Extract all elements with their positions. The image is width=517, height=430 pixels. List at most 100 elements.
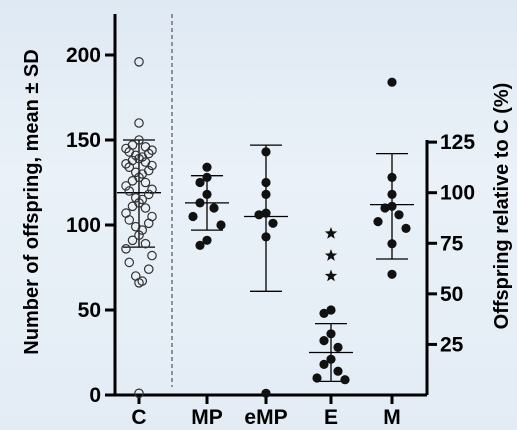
series-M <box>370 77 414 279</box>
y2-tick-label: 50 <box>440 283 463 306</box>
data-marks <box>117 56 414 399</box>
data-point <box>261 147 271 157</box>
data-point <box>209 203 219 213</box>
data-point <box>254 210 264 220</box>
data-point-open <box>127 201 138 212</box>
data-point <box>387 77 397 87</box>
data-point <box>387 269 397 279</box>
data-point <box>333 366 343 376</box>
data-point-open <box>121 159 131 169</box>
data-point <box>319 336 329 346</box>
star-marker <box>324 269 338 282</box>
data-point-open <box>121 181 131 191</box>
data-point-open <box>130 193 141 203</box>
data-point <box>268 218 278 228</box>
data-point-open <box>130 167 141 178</box>
data-point <box>333 342 343 352</box>
data-point <box>387 239 397 249</box>
data-point-open <box>147 160 157 171</box>
x-axis: C MP eMP E M <box>115 393 427 429</box>
data-point-open <box>137 194 148 205</box>
data-point-open <box>147 184 157 195</box>
data-point <box>312 373 322 383</box>
data-point <box>261 208 271 218</box>
data-point-open <box>124 215 135 225</box>
y2-tick-label: 100 <box>440 182 475 205</box>
data-point <box>326 354 336 364</box>
data-point-open <box>121 143 131 154</box>
y-axis-title: Number of offspring, mean ± SD <box>21 49 43 354</box>
left-y-axis: 0 50 100 150 200 <box>66 14 117 407</box>
x-tick-label: M <box>383 406 401 429</box>
right-y-axis: 25 50 75 100 125 <box>425 131 475 395</box>
data-point-open <box>127 176 138 186</box>
data-point-open <box>140 203 151 213</box>
data-point <box>261 177 271 188</box>
data-point-open <box>143 189 154 200</box>
data-point-open <box>124 257 135 268</box>
data-point <box>326 305 336 315</box>
data-point-open <box>134 135 144 145</box>
y-tick-label: 0 <box>89 384 101 407</box>
x-tick-label: C <box>131 406 146 429</box>
y-tick-label: 50 <box>78 299 101 322</box>
data-point <box>195 198 205 208</box>
y2-axis-title: Offspring relative to C (%) <box>491 83 513 330</box>
data-point-open <box>147 145 157 155</box>
data-point-open <box>134 277 144 288</box>
star-marker <box>324 227 338 239</box>
data-point <box>202 235 212 245</box>
data-point <box>202 172 212 182</box>
y2-tick-label: 75 <box>440 232 464 255</box>
data-point-open <box>140 177 151 188</box>
data-point-open <box>143 218 154 229</box>
y-tick-label: 200 <box>66 44 101 67</box>
y-tick-label: 100 <box>66 214 101 237</box>
data-point-open <box>134 56 144 67</box>
data-point-open <box>134 118 144 128</box>
data-point <box>394 210 404 220</box>
data-point <box>387 172 397 182</box>
data-point-open <box>124 186 135 196</box>
data-point-open <box>137 225 148 235</box>
data-point <box>261 189 271 199</box>
data-point-open <box>143 264 154 274</box>
data-point-open <box>127 235 138 246</box>
data-point <box>195 240 205 250</box>
data-point-open <box>134 230 144 240</box>
y2-tick-label: 125 <box>440 131 475 154</box>
series-eMP <box>244 144 288 398</box>
data-point <box>261 388 271 398</box>
data-point <box>202 189 212 199</box>
data-point <box>195 177 205 188</box>
data-point <box>340 375 350 385</box>
data-point-open <box>137 169 148 179</box>
data-point <box>216 220 226 230</box>
series-C <box>117 56 161 399</box>
data-point <box>326 329 336 339</box>
data-point <box>380 203 390 213</box>
data-point-open <box>147 250 157 261</box>
data-point <box>387 189 397 199</box>
y2-tick-label: 25 <box>440 333 464 356</box>
data-point-open <box>121 244 131 254</box>
x-tick-label: eMP <box>244 406 287 429</box>
data-point <box>188 211 198 222</box>
data-point-open <box>134 388 144 399</box>
data-point <box>373 217 383 227</box>
series-E <box>309 227 353 385</box>
series-MP <box>185 162 229 250</box>
data-point <box>202 162 212 172</box>
data-point-open <box>130 150 141 161</box>
x-tick-label: MP <box>191 406 223 429</box>
data-point <box>261 232 271 242</box>
data-point-open <box>124 162 135 172</box>
x-tick-label: E <box>324 406 338 429</box>
data-point <box>387 201 397 211</box>
data-point <box>319 359 329 369</box>
star-marker <box>324 249 338 261</box>
data-point-open <box>140 238 151 249</box>
data-point <box>319 308 329 318</box>
data-point <box>401 223 411 233</box>
